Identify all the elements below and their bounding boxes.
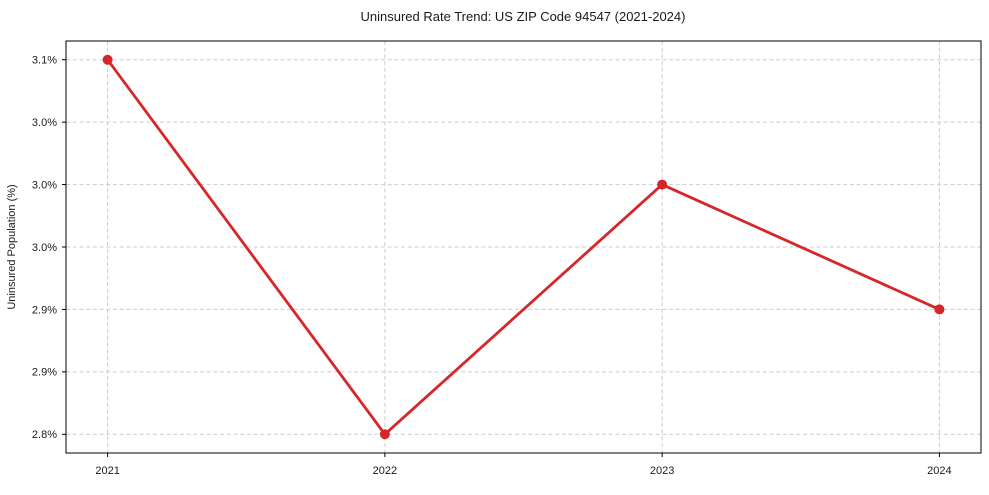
chart-title: Uninsured Rate Trend: US ZIP Code 94547 … (361, 9, 686, 24)
y-tick-label: 2.9% (32, 304, 57, 316)
y-tick-label: 3.1% (32, 55, 57, 67)
series-layer (102, 54, 945, 440)
x-tick-label: 2022 (373, 465, 397, 477)
y-tick-label: 2.9% (32, 367, 57, 379)
y-tick-label: 2.8% (32, 429, 57, 441)
x-tick-label: 2024 (927, 465, 951, 477)
y-tick-label: 3.0% (32, 117, 57, 129)
x-tick-label: 2021 (95, 465, 119, 477)
y-tick-label: 3.0% (32, 242, 57, 254)
axes-layer (62, 40, 982, 457)
y-axis-label: Uninsured Population (%) (6, 184, 18, 309)
data-point (102, 54, 113, 65)
data-point (657, 179, 668, 190)
y-tick-label: 3.0% (32, 179, 57, 191)
data-point (934, 304, 945, 315)
x-tick-label: 2023 (650, 465, 674, 477)
grid-layer (66, 41, 981, 453)
trend-line (106, 58, 941, 436)
data-point (379, 429, 390, 440)
tick-label-layer: 2.8% 2.9% 2.9% 3.0% 3.0% 3.0% 3.1% 2021 2022 2023… (32, 55, 952, 477)
